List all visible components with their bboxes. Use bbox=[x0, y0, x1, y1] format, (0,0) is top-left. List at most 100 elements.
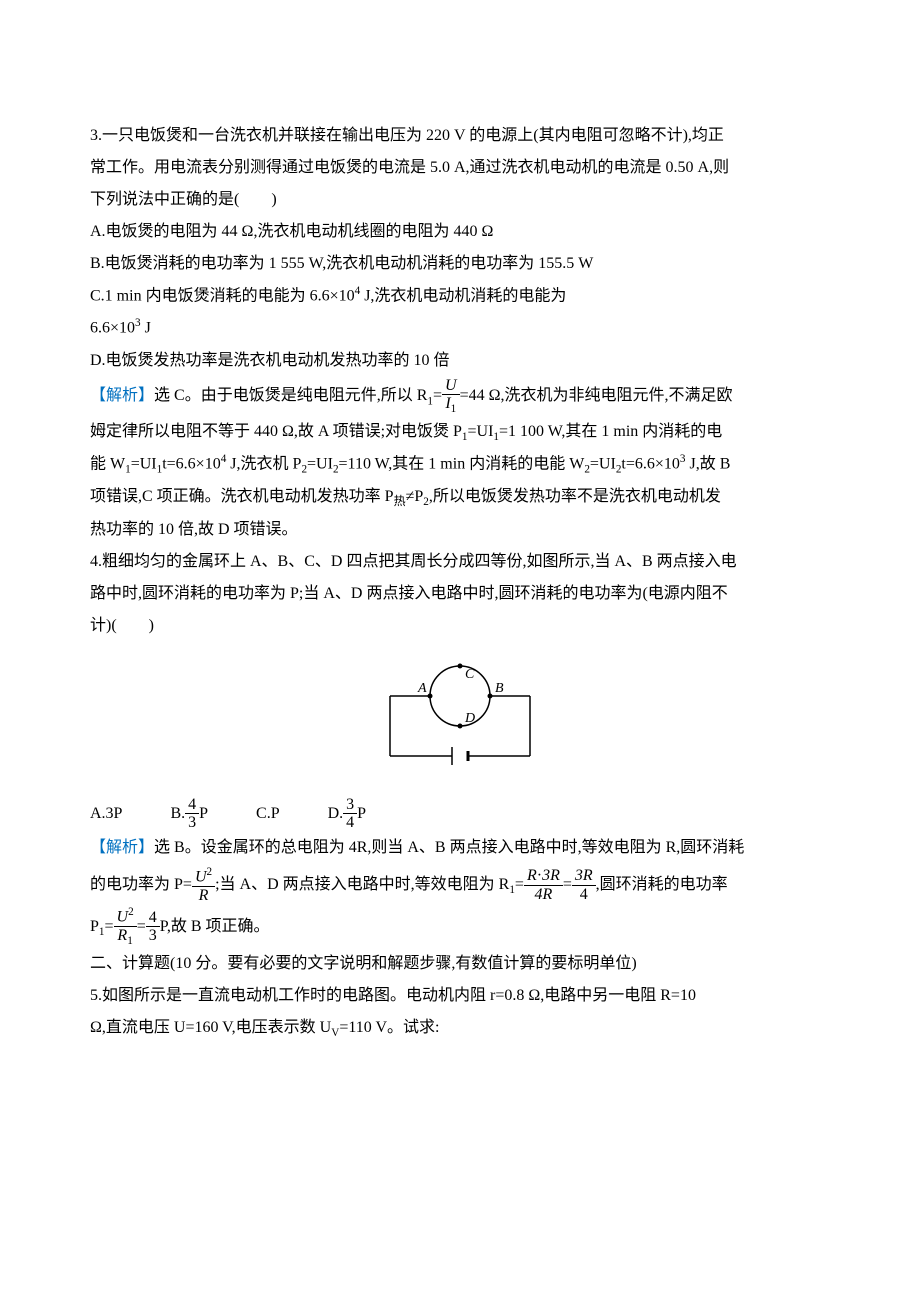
q3-analysis-line5: 热功率的 10 倍,故 D 项错误。 bbox=[90, 514, 830, 546]
q3-ana3-a: 能 W bbox=[90, 456, 125, 473]
q4-ana3-b: = bbox=[105, 918, 114, 935]
frac1-den-sub: 1 bbox=[451, 403, 457, 415]
f5-exp: 2 bbox=[128, 906, 134, 918]
q3-ana3-i: J,故 B bbox=[686, 456, 731, 473]
q4-optd-pre: D. bbox=[328, 798, 344, 830]
f3-ra: R bbox=[527, 867, 537, 884]
q3-analysis-line2: 姆定律所以电阻不等于 440 Ω,故 A 项错误;对电饭煲 P1=UI1=1 1… bbox=[90, 416, 830, 449]
q3-ana4-b: ≠P bbox=[406, 488, 424, 505]
q4-frac-r3r-4r: R·3R4R bbox=[524, 867, 563, 903]
q4-ana2-e: ,圆环消耗的电功率 bbox=[596, 876, 728, 893]
q3-ana2-b: =UI bbox=[468, 423, 494, 440]
q3-ana2-a: 姆定律所以电阻不等于 440 Ω,故 A 项错误;对电饭煲 P bbox=[90, 423, 462, 440]
q3-ana3-c: t=6.6×10 bbox=[162, 456, 221, 473]
q3-option-c-line2: 6.6×103 J bbox=[90, 312, 830, 344]
q3-ana1-post: =44 Ω,洗衣机为非纯电阻元件,不满足欧 bbox=[460, 387, 733, 404]
svg-text:A: A bbox=[417, 681, 427, 696]
q3-optc2-post: J bbox=[141, 320, 151, 337]
q4-option-c: C.P bbox=[256, 798, 280, 830]
f2-exp: 2 bbox=[207, 866, 213, 878]
svg-text:C: C bbox=[465, 667, 475, 682]
q3-ana4-c: ,所以电饭煲发热功率不是洗衣机电动机发 bbox=[429, 488, 721, 505]
f6-den: 3 bbox=[146, 927, 160, 945]
q3-ana1-pre: 选 C。由于电饭煲是纯电阻元件,所以 R bbox=[154, 387, 427, 404]
f2-r: R bbox=[199, 887, 209, 904]
q4-ana3-c: = bbox=[137, 918, 146, 935]
q3-analysis-line1: 【解析】选 C。由于电饭煲是纯电阻元件,所以 R 1 =UI1=44 Ω,洗衣机为非… bbox=[90, 377, 830, 416]
f5-r: R bbox=[117, 927, 127, 944]
q3-ana3-f: =110 W,其在 1 min 内消耗的电能 W bbox=[339, 456, 585, 473]
f2-u: U bbox=[195, 868, 207, 885]
q3-stem-line1: 3.一只电饭煲和一台洗衣机并联接在输出电压为 220 V 的电源上(其内电阻可忽… bbox=[90, 120, 830, 152]
analysis-label: 【解析】 bbox=[90, 387, 154, 404]
q4-frac-4-3: 43 bbox=[146, 909, 160, 945]
frac1-num: U bbox=[445, 377, 457, 394]
q4-ana1: 选 B。设金属环的总电阻为 4R,则当 A、B 两点接入电路中时,等效电阻为 R… bbox=[154, 839, 744, 856]
q4-frac-u2-r1: U2R1 bbox=[114, 906, 137, 947]
f3-den: 4R bbox=[535, 886, 553, 903]
q4-option-a: A.3P bbox=[90, 798, 122, 830]
f5-sub: 1 bbox=[127, 935, 133, 947]
q4-ana2-a: 的电功率为 P= bbox=[90, 876, 192, 893]
q4-ana3-a: P bbox=[90, 918, 99, 935]
q3-stem-line2: 常工作。用电流表分别测得通过电饭煲的电流是 5.0 A,通过洗衣机电动机的电流是… bbox=[90, 152, 830, 184]
q4-figure: A B C D bbox=[90, 648, 830, 790]
q3-ana3-g: =UI bbox=[590, 456, 616, 473]
svg-text:B: B bbox=[495, 681, 504, 696]
q3-ana4-s1: 热 bbox=[394, 494, 406, 508]
q3-option-d: D.电饭煲发热功率是洗衣机电动机发热功率的 10 倍 bbox=[90, 345, 830, 377]
q3-ana3-e: =UI bbox=[307, 456, 333, 473]
q3-ana3-d: J,洗衣机 P bbox=[226, 456, 301, 473]
section2-title: 二、计算题(10 分。要有必要的文字说明和解题步骤,有数值计算的要标明单位) bbox=[90, 948, 830, 980]
q3-option-a: A.电饭煲的电阻为 44 Ω,洗衣机电动机线圈的电阻为 440 Ω bbox=[90, 216, 830, 248]
q3-optc-pre: C.1 min 内电饭煲消耗的电能为 6.6×10 bbox=[90, 287, 355, 304]
q4-stem-line1: 4.粗细均匀的金属环上 A、B、C、D 四点把其周长分成四等份,如图所示,当 A… bbox=[90, 546, 830, 578]
q4-optb-post: P bbox=[199, 798, 208, 830]
q4-analysis-line3: P1=U2R1=43P,故 B 项正确。 bbox=[90, 906, 830, 948]
q4-options: A.3P B.43P C.P D.34P bbox=[90, 796, 830, 832]
q3-option-c-line1: C.1 min 内电饭煲消耗的电能为 6.6×104 J,洗衣机电动机消耗的电能… bbox=[90, 280, 830, 312]
q3-analysis-line4: 项错误,C 项正确。洗衣机电动机发热功率 P热≠P2,所以电饭煲发热功率不是洗衣… bbox=[90, 481, 830, 514]
q3-optc2-pre: 6.6×10 bbox=[90, 320, 135, 337]
q4-analysis-line1: 【解析】选 B。设金属环的总电阻为 4R,则当 A、B 两点接入电路中时,等效电… bbox=[90, 832, 830, 864]
analysis-label: 【解析】 bbox=[90, 839, 154, 856]
q4-optd-frac: 34 bbox=[343, 796, 357, 832]
q4-optb-frac: 43 bbox=[185, 796, 199, 832]
f5-u: U bbox=[117, 909, 129, 926]
q4-optd-den: 4 bbox=[343, 814, 357, 832]
q3-option-b: B.电饭煲消耗的电功率为 1 555 W,洗衣机电动机消耗的电功率为 155.5… bbox=[90, 248, 830, 280]
q4-optb-num: 4 bbox=[185, 796, 199, 815]
q5-l2-b: =110 V。试求: bbox=[339, 1019, 439, 1036]
f6-num: 4 bbox=[146, 909, 160, 928]
q4-optd-post: P bbox=[357, 798, 366, 830]
f4-num: 3R bbox=[575, 867, 593, 884]
q3-ana3-h: t=6.6×10 bbox=[621, 456, 680, 473]
q5-line2: Ω,直流电压 U=160 V,电压表示数 UV=110 V。试求: bbox=[90, 1012, 830, 1045]
q4-optd-num: 3 bbox=[343, 796, 357, 815]
q4-option-b: B.43P bbox=[170, 796, 208, 832]
q3-frac-u-over-i1: UI1 bbox=[442, 377, 460, 416]
f4-den: 4 bbox=[572, 886, 596, 904]
q3-ana3-b: =UI bbox=[131, 456, 157, 473]
svg-text:D: D bbox=[464, 711, 475, 726]
q3-ana2-c: =1 100 W,其在 1 min 内消耗的电 bbox=[499, 423, 722, 440]
q4-option-d: D.34P bbox=[328, 796, 366, 832]
q3-ana4-a: 项错误,C 项正确。洗衣机电动机发热功率 P bbox=[90, 488, 394, 505]
q5-line1: 5.如图所示是一直流电动机工作时的电路图。电动机内阻 r=0.8 Ω,电路中另一… bbox=[90, 980, 830, 1012]
q3-optc-post: J,洗衣机电动机消耗的电能为 bbox=[360, 287, 566, 304]
q3-analysis-line3: 能 W1=UI1t=6.6×104 J,洗衣机 P2=UI2=110 W,其在 … bbox=[90, 448, 830, 481]
f3-rb: 3R bbox=[542, 867, 560, 884]
q4-ana2-b: ;当 A、D 两点接入电路中时,等效电阻为 R bbox=[215, 876, 509, 893]
circuit-ring-icon: A B C D bbox=[360, 648, 560, 778]
q4-frac-u2-r: U2 R bbox=[192, 866, 215, 905]
q4-ana3-d: P,故 B 项正确。 bbox=[160, 918, 270, 935]
q3-stem-line3: 下列说法中正确的是( ) bbox=[90, 184, 830, 216]
q4-analysis-line2: 的电功率为 P=U2R;当 A、D 两点接入电路中时,等效电阻为 R1=R·3R… bbox=[90, 864, 830, 906]
q4-stem-line2: 路中时,圆环消耗的电功率为 P;当 A、D 两点接入电路中时,圆环消耗的电功率为… bbox=[90, 578, 830, 610]
q3-ana1-eq: = bbox=[433, 387, 442, 404]
q4-optb-pre: B. bbox=[170, 798, 185, 830]
q4-optb-den: 3 bbox=[185, 814, 199, 832]
q4-frac-3r-4: 3R4 bbox=[572, 867, 596, 903]
q4-ana2-c: = bbox=[515, 876, 524, 893]
q4-stem-line3: 计)( ) bbox=[90, 610, 830, 642]
